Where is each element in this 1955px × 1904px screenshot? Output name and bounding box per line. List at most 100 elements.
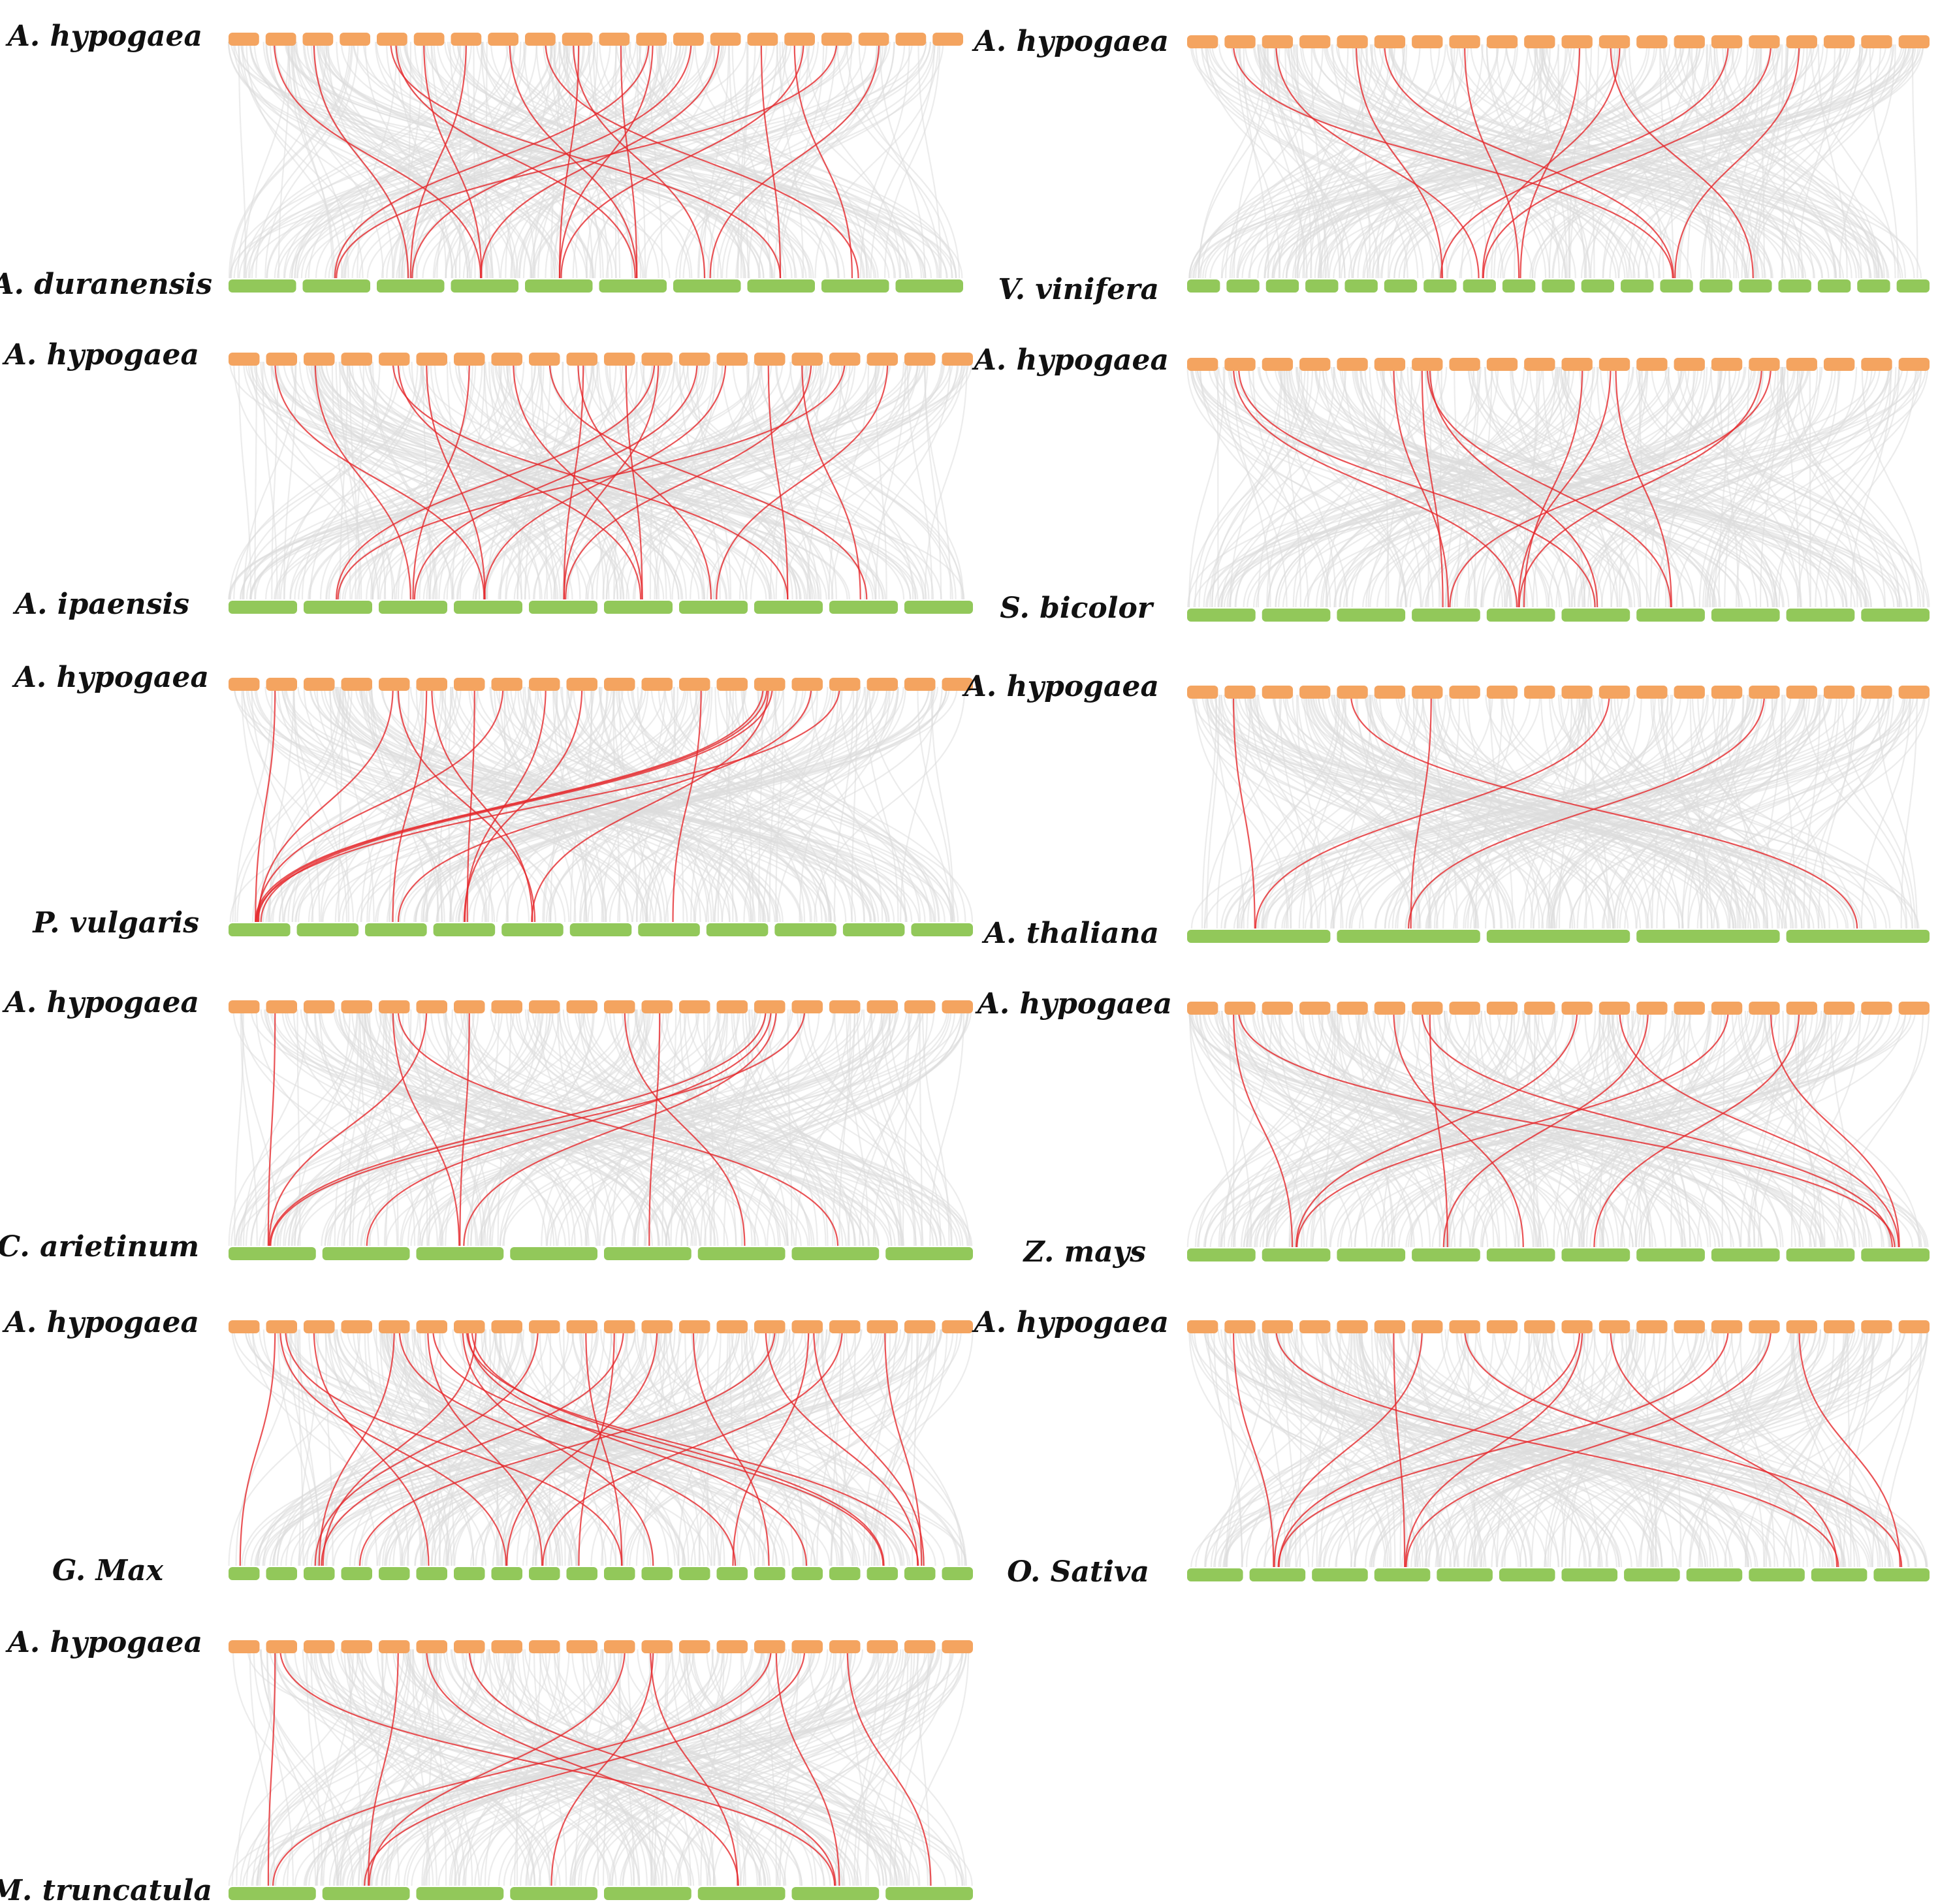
target-chromosome (566, 1567, 597, 1580)
target-chromosome (491, 1567, 522, 1580)
top-species-label: A. hypogaea (972, 1306, 1169, 1339)
background-link (324, 1329, 416, 1566)
background-link (1783, 1329, 1894, 1568)
background-link (624, 1649, 932, 1886)
target-chromosome (679, 601, 748, 614)
background-link (1445, 1010, 1531, 1248)
background-link (746, 361, 812, 600)
synteny-panel: A. hypogaea P. vulgaris (12, 661, 974, 940)
target-chromosome (1711, 609, 1780, 622)
background-link (784, 1649, 906, 1886)
query-chromosome (416, 353, 447, 366)
target-chromosome (673, 279, 741, 293)
background-link (1595, 366, 1800, 608)
background-link (240, 1009, 258, 1246)
background-link (634, 1009, 772, 1246)
background-link (327, 1649, 536, 1886)
query-chromosome (341, 678, 372, 691)
query-chromosome (454, 1640, 485, 1653)
background-link (859, 41, 910, 279)
background-link (1230, 366, 1348, 608)
background-link (1205, 694, 1319, 929)
background-link (1213, 366, 1899, 608)
query-chromosome (942, 1640, 973, 1653)
query-chromosome (1486, 1002, 1518, 1015)
background-link (1215, 366, 1331, 608)
background-link (283, 1009, 497, 1246)
query-chromosome (1674, 1002, 1705, 1015)
query-chromosome (1224, 35, 1256, 48)
background-link (776, 41, 868, 279)
background-link (475, 41, 913, 279)
background-link (1596, 366, 1642, 608)
target-chromosome (942, 1567, 973, 1580)
background-link (1706, 44, 1756, 279)
background-link (234, 686, 273, 923)
target-chromosome (1778, 279, 1811, 293)
background-link (1360, 366, 1640, 608)
background-link (404, 1649, 857, 1886)
background-link (276, 1329, 539, 1566)
background-link (783, 361, 964, 600)
background-link (1235, 694, 1747, 929)
target-chromosome (416, 1887, 504, 1900)
background-link (1628, 44, 1714, 279)
background-link (1336, 1010, 1396, 1248)
query-chromosome (1299, 35, 1331, 48)
query-chromosome (529, 1640, 560, 1653)
query-chromosome (1524, 686, 1555, 699)
bottom-species-label: G. Max (52, 1554, 164, 1587)
background-link (272, 1009, 880, 1246)
background-link (1506, 366, 1570, 608)
target-chromosome (229, 279, 296, 293)
background-link (1546, 694, 1758, 929)
background-link (1204, 1329, 1422, 1568)
background-link (1374, 694, 1911, 929)
synteny-link (334, 41, 650, 279)
background-link (833, 686, 855, 923)
background-link (620, 361, 715, 600)
background-link (336, 41, 471, 279)
background-link (1370, 1329, 1706, 1568)
target-chromosome (1873, 1568, 1930, 1581)
synteny-link (1798, 1329, 1901, 1568)
background-link (1236, 694, 1403, 929)
query-chromosome (491, 1000, 522, 1013)
synteny-link (1519, 44, 1581, 279)
background-link (321, 361, 912, 600)
query-chromosome (416, 1640, 447, 1653)
query-chromosome (1449, 1002, 1480, 1015)
background-link (306, 361, 625, 600)
synteny-link (672, 686, 702, 923)
query-chromosome (604, 1320, 635, 1333)
background-link (700, 1009, 771, 1246)
query-chromosome (636, 33, 667, 46)
target-chromosome (904, 1567, 936, 1580)
background-link (1416, 1329, 1483, 1568)
background-link (1284, 366, 1337, 608)
target-chromosome (754, 601, 823, 614)
background-link (342, 686, 375, 923)
background-link (394, 1009, 968, 1246)
target-chromosome (1786, 1248, 1855, 1261)
target-chromosome (1187, 279, 1220, 293)
background-link (481, 1329, 577, 1566)
background-link (1264, 44, 1548, 279)
background-link (1273, 1010, 1397, 1248)
target-chromosome (1624, 1568, 1680, 1581)
background-link (421, 1329, 778, 1566)
background-link (573, 1649, 953, 1886)
query-chromosome (566, 1320, 597, 1333)
background-link (1608, 1010, 1823, 1248)
query-chromosome (754, 1640, 786, 1653)
background-link (1284, 694, 1431, 929)
background-link (522, 1329, 901, 1566)
synteny-link (397, 361, 642, 600)
background-link (472, 361, 953, 600)
target-chromosome (454, 1567, 485, 1580)
background-link (1376, 44, 1465, 279)
background-link (1362, 44, 1655, 279)
query-chromosome (1412, 686, 1443, 699)
background-link (732, 361, 934, 600)
